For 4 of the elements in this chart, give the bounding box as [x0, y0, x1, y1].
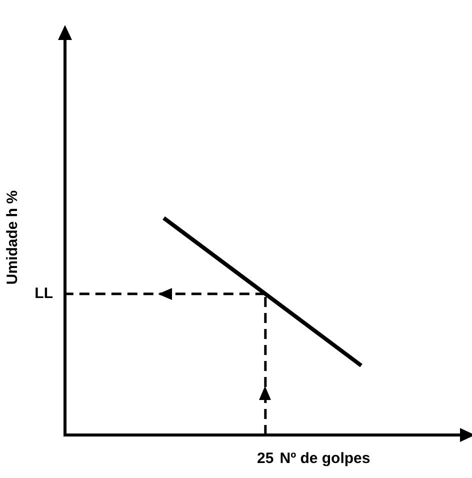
x-axis-title: Nº de golpes: [280, 450, 370, 467]
text: 25: [257, 450, 274, 467]
y-axis-title: Umidade h %: [4, 190, 22, 285]
ref-line-label: LL: [34, 285, 53, 302]
